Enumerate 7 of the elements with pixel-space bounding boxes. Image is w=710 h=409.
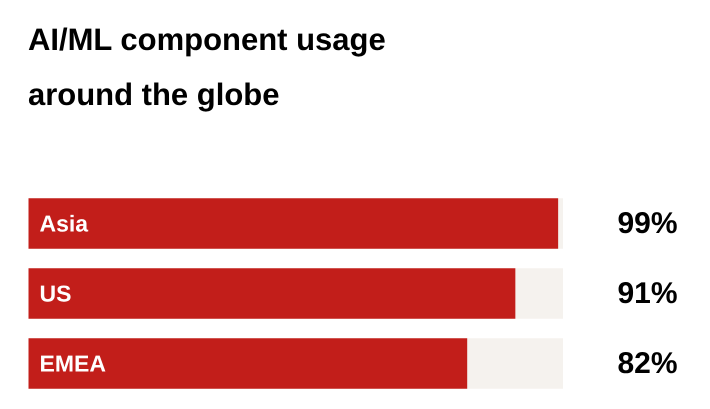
chart-title: AI/ML component usage around the globe [28,21,387,114]
data-label: 99% [617,207,678,240]
y-tick-label: Asia [40,210,88,236]
data-label: 91% [617,277,678,310]
y-tick-label: EMEA [40,350,106,376]
y-tick-label: US [40,280,72,306]
data-label: 82% [617,347,678,380]
